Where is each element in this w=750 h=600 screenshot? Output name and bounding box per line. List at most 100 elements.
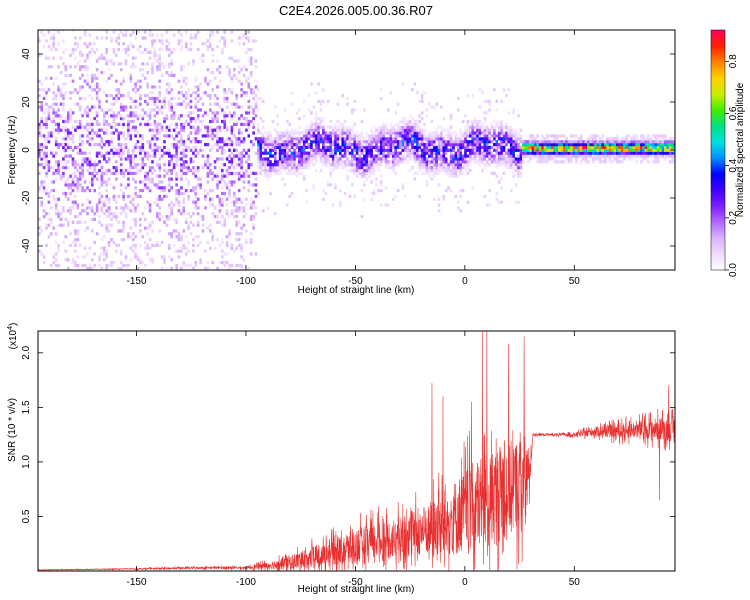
spectrogram-cell xyxy=(269,143,272,147)
spectrogram-cell xyxy=(88,125,92,129)
spectrogram-cell xyxy=(228,160,231,164)
spectrogram-cell xyxy=(353,108,356,112)
spectrogram-cell xyxy=(623,157,626,161)
spectrogram-cell xyxy=(615,148,619,152)
spectrogram-cell xyxy=(264,166,267,170)
spectrogram-cell xyxy=(156,53,159,57)
spectrogram-cell xyxy=(225,143,229,147)
spectrogram-cell xyxy=(172,143,176,147)
spectrogram-cell xyxy=(122,151,125,155)
spectrogram-cell xyxy=(228,215,231,219)
spectrogram-cell xyxy=(165,114,169,118)
spectrogram-cell xyxy=(59,174,63,178)
spectrogram-cell xyxy=(100,145,104,149)
spectrogram-cell xyxy=(230,30,234,34)
spectrogram-cell xyxy=(466,131,470,135)
spectrogram-cell xyxy=(62,223,65,227)
spectrogram-cell xyxy=(192,168,195,173)
spectrogram-cell xyxy=(194,85,198,89)
spectrogram-cell xyxy=(469,160,472,164)
spectrogram-cell xyxy=(444,168,448,173)
spectrogram-cell xyxy=(76,125,80,129)
spectrogram-cell xyxy=(105,252,108,256)
spectrogram-cell xyxy=(440,125,443,129)
spectrogram-cell xyxy=(425,168,429,173)
spectrogram-cell xyxy=(254,194,258,198)
spectrogram-cell xyxy=(608,140,612,144)
spectrogram-cell xyxy=(242,91,246,95)
spectrogram-cell xyxy=(196,114,200,118)
spectrogram-cell xyxy=(129,96,133,101)
spectrogram-cell xyxy=(45,137,48,141)
spectrogram-cell xyxy=(168,108,171,112)
spectrogram-cell xyxy=(189,232,193,236)
spectrogram-cell xyxy=(457,96,460,101)
spectrogram-cell xyxy=(365,148,369,152)
spectrogram-cell xyxy=(206,47,210,52)
spectrogram-cell xyxy=(416,145,419,149)
spectrogram-cell xyxy=(71,240,75,245)
spectrogram-cell xyxy=(95,114,99,118)
spectrogram-cell xyxy=(283,134,287,138)
spectrogram-cell xyxy=(158,122,161,126)
spectrogram-cell xyxy=(351,125,354,129)
spectrogram-cell xyxy=(146,243,149,247)
spectrogram-cell xyxy=(62,105,65,109)
spectrogram-cell xyxy=(245,174,248,178)
spectrogram-cell xyxy=(54,137,58,141)
spectrogram-cell xyxy=(377,137,381,141)
spectrogram-cell xyxy=(199,258,202,262)
spectrogram-cell xyxy=(339,122,342,126)
spectrogram-cell xyxy=(476,128,479,132)
spectrogram-cell xyxy=(331,140,335,144)
spectrogram-cell xyxy=(319,157,323,161)
spectrogram-cell xyxy=(235,102,238,106)
spectrogram-cell xyxy=(343,128,347,132)
spectrogram-cell xyxy=(490,125,494,129)
spectrogram-cell xyxy=(377,166,381,170)
spectrogram-cell xyxy=(218,261,222,265)
spectrogram-cell xyxy=(278,137,282,141)
spectrogram-cell xyxy=(546,143,549,147)
spectrogram-cell xyxy=(237,143,241,147)
spectrogram-cell xyxy=(298,166,301,170)
spectrogram-cell xyxy=(71,91,75,95)
spectrogram-cell xyxy=(199,240,202,245)
spectrogram-cell xyxy=(83,96,87,101)
spectrogram-cell xyxy=(341,148,344,152)
spectrogram-cell xyxy=(519,128,523,132)
spectrogram-cell xyxy=(78,65,82,69)
spectrogram-cell xyxy=(221,203,224,207)
spectrogram-cell xyxy=(83,128,87,132)
spectrogram-cell xyxy=(608,151,612,155)
spectrogram-cell xyxy=(449,163,453,167)
spectrogram-cell xyxy=(322,134,325,138)
spectrogram-cell xyxy=(134,134,137,138)
spectrogram-cell xyxy=(536,143,539,147)
spectrogram-cell xyxy=(517,157,520,161)
spectrogram-cell xyxy=(88,137,92,141)
spectrogram-cell xyxy=(286,160,289,164)
spectrogram-cell xyxy=(40,30,43,34)
spectrogram-cell xyxy=(406,140,409,144)
spectrogram-cell xyxy=(240,226,243,230)
spectrogram-cell xyxy=(40,102,43,106)
spectrogram-cell xyxy=(100,166,104,170)
spectrogram-cell xyxy=(165,171,169,175)
spectrogram-cell xyxy=(184,105,188,109)
spectrogram-cell xyxy=(245,122,248,126)
spectrogram-cell xyxy=(139,122,142,126)
spectrogram-cell xyxy=(88,206,92,210)
spectrogram-cell xyxy=(50,232,53,236)
spectrogram-cell xyxy=(502,88,506,92)
spectrogram-cell xyxy=(168,53,171,57)
spectrogram-cell xyxy=(389,128,393,132)
spectrogram-cell xyxy=(168,189,171,193)
spectrogram-cell xyxy=(218,212,222,216)
spectrogram-cell xyxy=(69,65,72,69)
spectrogram-cell xyxy=(654,160,657,164)
spectrogram-cell xyxy=(52,102,55,106)
spectrogram-cell xyxy=(627,145,631,149)
spectrogram-cell xyxy=(497,143,501,147)
spectrogram-cell xyxy=(447,137,450,141)
